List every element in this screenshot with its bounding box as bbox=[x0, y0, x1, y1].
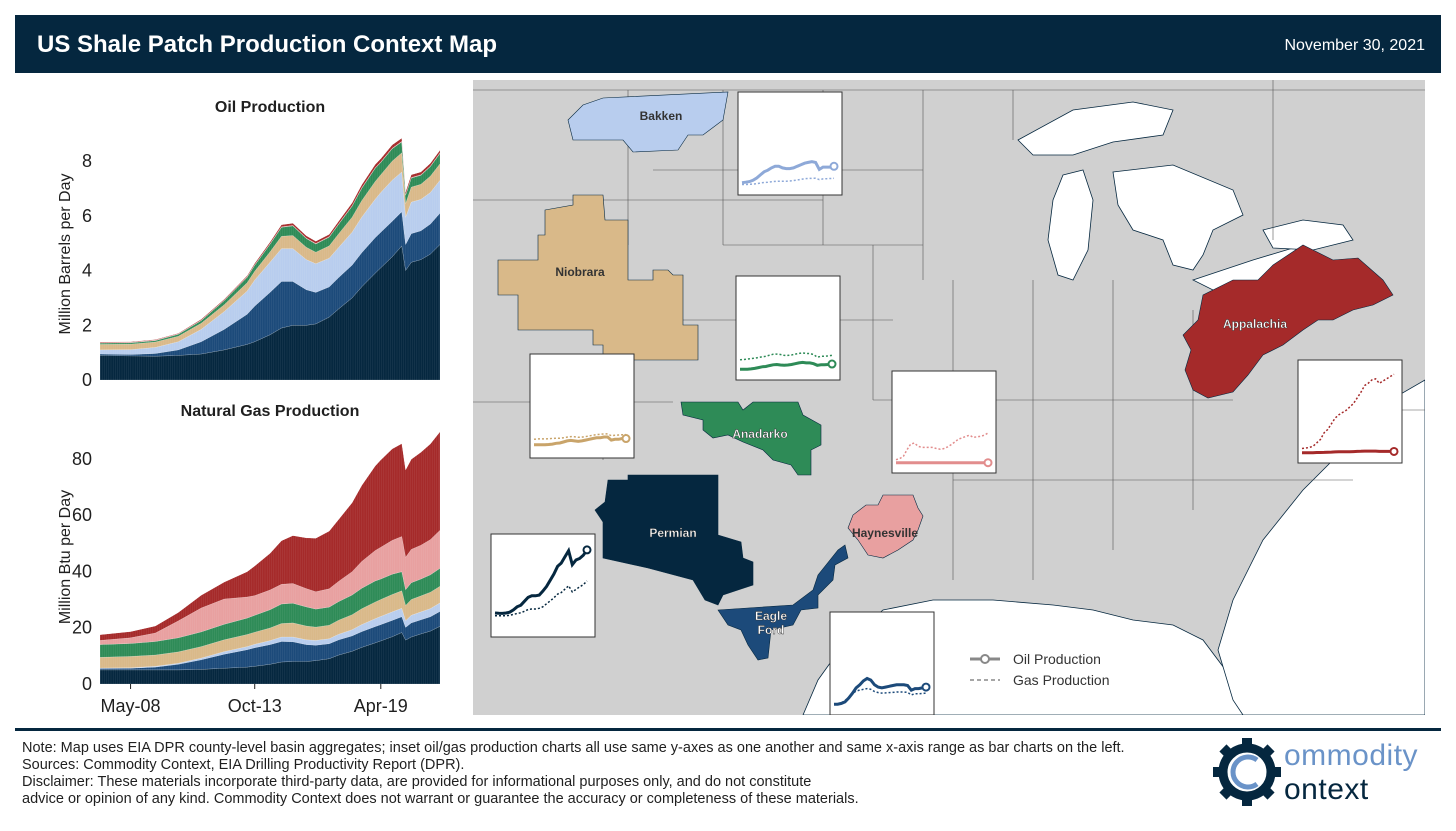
inset-gas-line bbox=[495, 580, 588, 617]
footer-sources: Sources: Commodity Context, EIA Drilling… bbox=[22, 757, 465, 773]
basin-permian bbox=[594, 474, 754, 606]
header-bar: US Shale Patch Production Context Map No… bbox=[15, 15, 1441, 73]
footer-divider bbox=[15, 728, 1441, 731]
inset-appalachia bbox=[1297, 359, 1403, 464]
inset-oil-endpoint bbox=[983, 458, 993, 468]
y-tick-label: 0 bbox=[82, 674, 92, 694]
x-tick-label: Oct-13 bbox=[228, 696, 282, 716]
y-tick-label: 60 bbox=[72, 505, 92, 525]
inset-frame bbox=[490, 533, 596, 638]
logo-word-context: ontext bbox=[1284, 773, 1369, 806]
inset-niobrara bbox=[529, 353, 635, 459]
commodity-context-logo: ommodity ontext bbox=[1213, 735, 1428, 810]
inset-frame bbox=[735, 275, 841, 381]
inset-gas-line bbox=[533, 433, 627, 441]
basin-anadarko bbox=[680, 401, 822, 476]
inset-frame bbox=[891, 370, 997, 474]
page-title: US Shale Patch Production Context Map bbox=[37, 31, 498, 58]
basin-label-niobrara: Niobrara bbox=[555, 265, 605, 279]
basin-appalachia bbox=[1182, 244, 1394, 399]
footer-disclaimer-2: advice or opinion of any kind. Commodity… bbox=[22, 791, 859, 807]
area-top-mask bbox=[100, 425, 440, 635]
oil-chart-title: Oil Production bbox=[214, 99, 326, 116]
inset-charts bbox=[490, 91, 1403, 715]
inset-anadarko bbox=[735, 275, 841, 381]
basin-niobrara bbox=[497, 194, 699, 361]
x-tick-label: Apr-19 bbox=[354, 696, 408, 716]
y-tick-label: 40 bbox=[72, 561, 92, 581]
y-tick-label: 20 bbox=[72, 618, 92, 638]
y-tick-label: 8 bbox=[82, 151, 92, 171]
y-tick-label: 80 bbox=[72, 449, 92, 469]
gear-c-logo-icon bbox=[1213, 738, 1281, 806]
inset-oil-line bbox=[834, 676, 927, 706]
report-date: November 30, 2021 bbox=[1284, 37, 1425, 54]
inset-oil-endpoint bbox=[621, 434, 631, 444]
inset-oil-endpoint bbox=[827, 359, 837, 369]
basin-eagle-ford bbox=[717, 544, 849, 661]
basin-label-eagle-ford-2: Ford bbox=[758, 623, 785, 637]
basin-label-appalachia: Appalachia bbox=[1223, 317, 1287, 331]
inset-oil-endpoint bbox=[582, 545, 592, 555]
area-top-mask bbox=[100, 120, 440, 342]
basin-map: Bakken Niobrara Anadarko Permian Eagle F… bbox=[473, 80, 1425, 715]
basin-label-permian: Permian bbox=[649, 526, 696, 540]
inset-haynesville bbox=[891, 370, 997, 474]
y-tick-label: 6 bbox=[82, 206, 92, 226]
basin-haynesville bbox=[847, 494, 924, 559]
basin-map-svg: Bakken Niobrara Anadarko Permian Eagle F… bbox=[473, 80, 1425, 715]
basin-label-bakken: Bakken bbox=[640, 109, 683, 123]
great-lakes bbox=[1017, 101, 1354, 291]
y-tick-label: 4 bbox=[82, 261, 92, 281]
legend-oil-marker bbox=[980, 654, 990, 664]
logo-word-commodity: ommodity bbox=[1284, 739, 1419, 772]
x-tick-label: May-08 bbox=[101, 696, 161, 716]
legend-oil-label: Oil Production bbox=[1013, 651, 1101, 667]
inset-permian bbox=[490, 533, 596, 638]
footer-disclaimer-1: Disclaimer: These materials incorporate … bbox=[22, 774, 812, 790]
area-appalachia bbox=[99, 431, 441, 641]
inset-oil-line bbox=[740, 360, 833, 371]
area-appalachia bbox=[99, 137, 441, 343]
inset-oil-endpoint bbox=[1389, 446, 1399, 456]
inset-oil-line bbox=[1302, 449, 1394, 455]
y-tick-label: 2 bbox=[82, 315, 92, 335]
basin-label-anadarko: Anadarko bbox=[732, 427, 787, 441]
basin-label-haynesville: Haynesville bbox=[852, 526, 918, 540]
gas-chart-title: Natural Gas Production bbox=[180, 403, 360, 420]
inset-oil-endpoint bbox=[829, 161, 839, 171]
oil-production-chart: 0 2 4 6 8 bbox=[82, 120, 441, 390]
inset-oil-endpoint bbox=[921, 682, 931, 692]
inset-oil-line bbox=[494, 546, 589, 615]
inset-gas-line bbox=[742, 177, 835, 186]
gas-production-chart: 0 20 40 60 80 May-08 Oct-13 Apr-19 bbox=[72, 425, 441, 716]
inset-bakken bbox=[737, 91, 843, 196]
inset-frame bbox=[1297, 359, 1403, 464]
y-tick-label: 0 bbox=[82, 370, 92, 390]
legend-gas-label: Gas Production bbox=[1013, 672, 1110, 688]
inset-oil-line bbox=[741, 160, 835, 185]
basin-bakken bbox=[567, 91, 729, 153]
map-legend: Oil Production Gas Production bbox=[970, 651, 1110, 688]
inset-gas-line bbox=[1301, 373, 1395, 450]
inset-eagle-ford bbox=[829, 611, 935, 715]
footer-notes: Note: Map uses EIA DPR county-level basi… bbox=[22, 740, 1125, 808]
basin-label-eagle-ford-1: Eagle bbox=[755, 609, 787, 623]
footer-note: Note: Map uses EIA DPR county-level basi… bbox=[22, 740, 1125, 756]
inset-oil-line bbox=[534, 435, 626, 447]
inset-frame bbox=[529, 353, 635, 459]
